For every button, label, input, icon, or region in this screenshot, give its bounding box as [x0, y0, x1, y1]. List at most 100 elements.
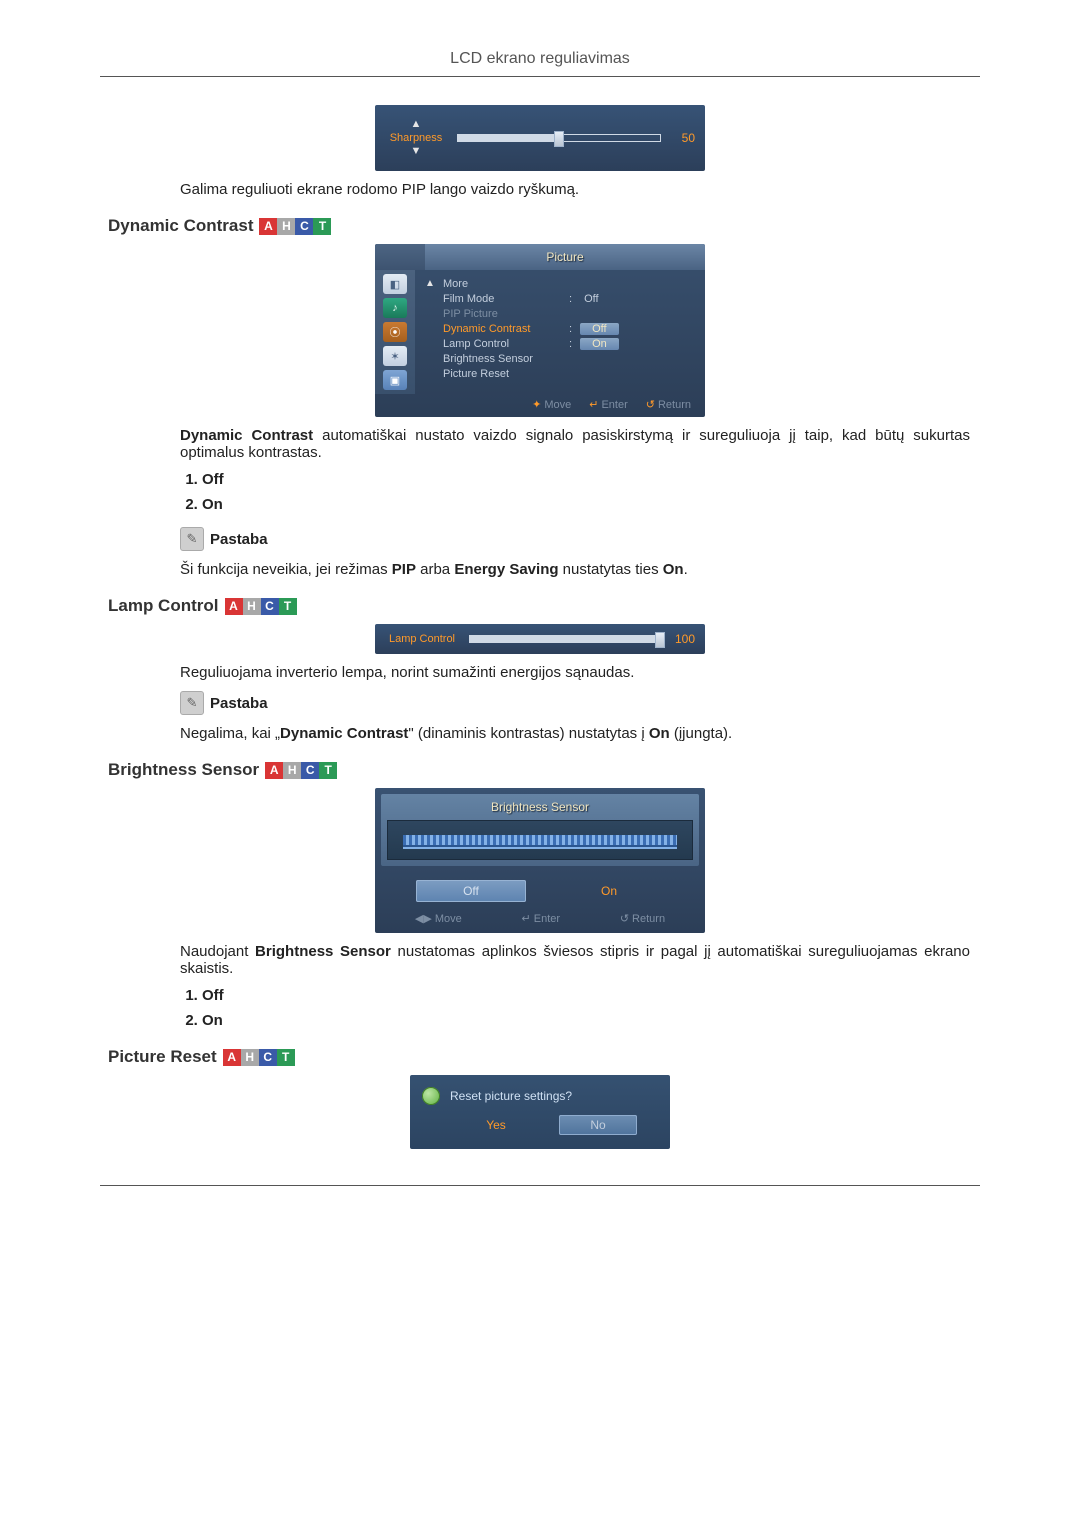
pr-row: Reset picture settings? [422, 1087, 658, 1105]
dc-item-lamp-val: On [580, 338, 619, 350]
dc-item-filmmode[interactable]: Film Mode : Off [425, 291, 695, 306]
badge-t-icon: T [277, 1049, 295, 1066]
up-arrow-icon: ▲ [411, 119, 422, 130]
sharpness-slider[interactable] [457, 134, 661, 142]
dc-item-dc-label: Dynamic Contrast [443, 323, 561, 335]
dc-osd-footer: ✦Move ↵Enter ↺Return [375, 394, 705, 417]
sharpness-label-col: ▲ Sharpness ▼ [385, 119, 447, 157]
pr-dialog: Reset picture settings? Yes No [410, 1075, 670, 1149]
return-icon: ↺ [646, 398, 655, 411]
badge-c-icon: C [295, 218, 313, 235]
move-icon: ✦ [532, 398, 541, 411]
bs-buttons: Off On [381, 880, 699, 902]
lamp-osd: Lamp Control 100 [375, 624, 705, 654]
lamp-value: 100 [671, 632, 695, 646]
mode-badges: A H C T [265, 762, 337, 779]
badge-a-icon: A [259, 218, 277, 235]
bs-options: Off On [180, 987, 970, 1029]
mode-badges: A H C T [225, 598, 297, 615]
lamp-label-col: Lamp Control [385, 633, 459, 645]
bs-footer-move: ◀▶Move [415, 912, 462, 925]
lamp-note-row: ✎ Pastaba [180, 691, 970, 715]
dc-note-row: ✎ Pastaba [180, 527, 970, 551]
lamp-slider-fill [470, 636, 660, 642]
footer-move: ✦Move [532, 398, 571, 411]
bs-opt-on: On [202, 1012, 970, 1029]
badge-h-icon: H [283, 762, 301, 779]
dc-item-picturereset[interactable]: Picture Reset [425, 366, 695, 381]
sharpness-osd: ▲ Sharpness ▼ 50 [375, 105, 705, 171]
sharpness-slider-handle[interactable] [554, 131, 564, 147]
sharpness-osd-wrap: ▲ Sharpness ▼ 50 [100, 105, 980, 171]
dc-item-lamp-label: Lamp Control [443, 338, 561, 350]
lamp-note-text: Negalima, kai „Dynamic Contrast" (dinami… [180, 725, 970, 742]
bs-osd-panel: Brightness Sensor Off On ◀▶Move ↵Enter ↺… [375, 788, 705, 933]
heading-lamp-text: Lamp Control [108, 596, 219, 616]
badge-a-icon: A [225, 598, 243, 615]
dc-osd-items: ▲ More Film Mode : Off PIP Picture [415, 270, 705, 394]
return-icon: ↺ [620, 912, 629, 925]
dc-osd-menu: Picture ◧ ♪ ⦿ ✶ ▣ ▲ More Fi [375, 244, 705, 417]
dc-item-dynamic-contrast[interactable]: Dynamic Contrast : Off [425, 321, 695, 336]
dc-osd-header-left [375, 244, 425, 270]
dc-item-filmmode-label: Film Mode [443, 293, 561, 305]
heading-dynamic-contrast-text: Dynamic Contrast [108, 216, 253, 236]
lamp-slider-handle[interactable] [655, 632, 665, 648]
dc-note-label: Pastaba [210, 531, 268, 548]
badge-a-icon: A [223, 1049, 241, 1066]
badge-t-icon: T [319, 762, 337, 779]
dc-item-brightness[interactable]: Brightness Sensor [425, 351, 695, 366]
badge-c-icon: C [259, 1049, 277, 1066]
bs-footer: ◀▶Move ↵Enter ↺Return [381, 908, 699, 927]
mode-badges: A H C T [223, 1049, 295, 1066]
lamp-slider[interactable] [469, 635, 661, 643]
heading-lamp-control: Lamp Control A H C T [108, 596, 980, 616]
enter-icon: ↵ [589, 398, 598, 411]
input-icon[interactable]: ▣ [383, 370, 407, 390]
badge-a-icon: A [265, 762, 283, 779]
up-arrow-icon: ▲ [425, 278, 435, 289]
pr-no-button[interactable]: No [559, 1115, 637, 1135]
pr-buttons: Yes No [436, 1115, 658, 1135]
bs-top: Brightness Sensor [381, 794, 699, 866]
dc-osd-header-title: Picture [425, 244, 705, 270]
sound-icon[interactable]: ♪ [383, 298, 407, 318]
dc-note-text: Ši funkcija neveikia, jei režimas PIP ar… [180, 561, 970, 578]
note-icon: ✎ [180, 691, 204, 715]
bs-preview [387, 820, 693, 860]
dc-item-pr-label: Picture Reset [443, 368, 561, 380]
settings-icon[interactable]: ✶ [383, 346, 407, 366]
dc-item-more-label: More [443, 278, 561, 290]
lamp-note-label: Pastaba [210, 695, 268, 712]
heading-dynamic-contrast: Dynamic Contrast A H C T [108, 216, 980, 236]
bs-footer-return: ↺Return [620, 912, 665, 925]
sharpness-value: 50 [671, 131, 695, 145]
badge-t-icon: T [279, 598, 297, 615]
bs-footer-enter: ↵Enter [522, 912, 561, 925]
dc-paragraph: Dynamic Contrast automatiškai nustato va… [180, 427, 970, 461]
setup-icon[interactable]: ⦿ [383, 322, 407, 342]
bs-pattern-icon [403, 835, 677, 845]
info-icon [422, 1087, 440, 1105]
badge-h-icon: H [277, 218, 295, 235]
bs-btn-off[interactable]: Off [416, 880, 526, 902]
dc-osd-header: Picture [375, 244, 705, 270]
picture-icon[interactable]: ◧ [383, 274, 407, 294]
dc-options: Off On [180, 471, 970, 513]
pr-yes-button[interactable]: Yes [457, 1115, 535, 1135]
bs-btn-on[interactable]: On [554, 880, 664, 902]
badge-c-icon: C [261, 598, 279, 615]
header-divider [100, 76, 980, 77]
heading-pr-text: Picture Reset [108, 1047, 217, 1067]
badge-h-icon: H [243, 598, 261, 615]
dc-item-pip: PIP Picture [425, 306, 695, 321]
dc-item-lamp[interactable]: Lamp Control : On [425, 336, 695, 351]
bs-paragraph: Naudojant Brightness Sensor nustatomas a… [180, 943, 970, 977]
dc-item-more[interactable]: ▲ More [425, 276, 695, 291]
lamp-label: Lamp Control [389, 633, 455, 645]
enter-icon: ↵ [522, 912, 531, 925]
badge-c-icon: C [301, 762, 319, 779]
page-header: LCD ekrano reguliavimas [100, 50, 980, 76]
footer-enter: ↵Enter [589, 398, 628, 411]
sharpness-slider-fill [458, 135, 559, 141]
